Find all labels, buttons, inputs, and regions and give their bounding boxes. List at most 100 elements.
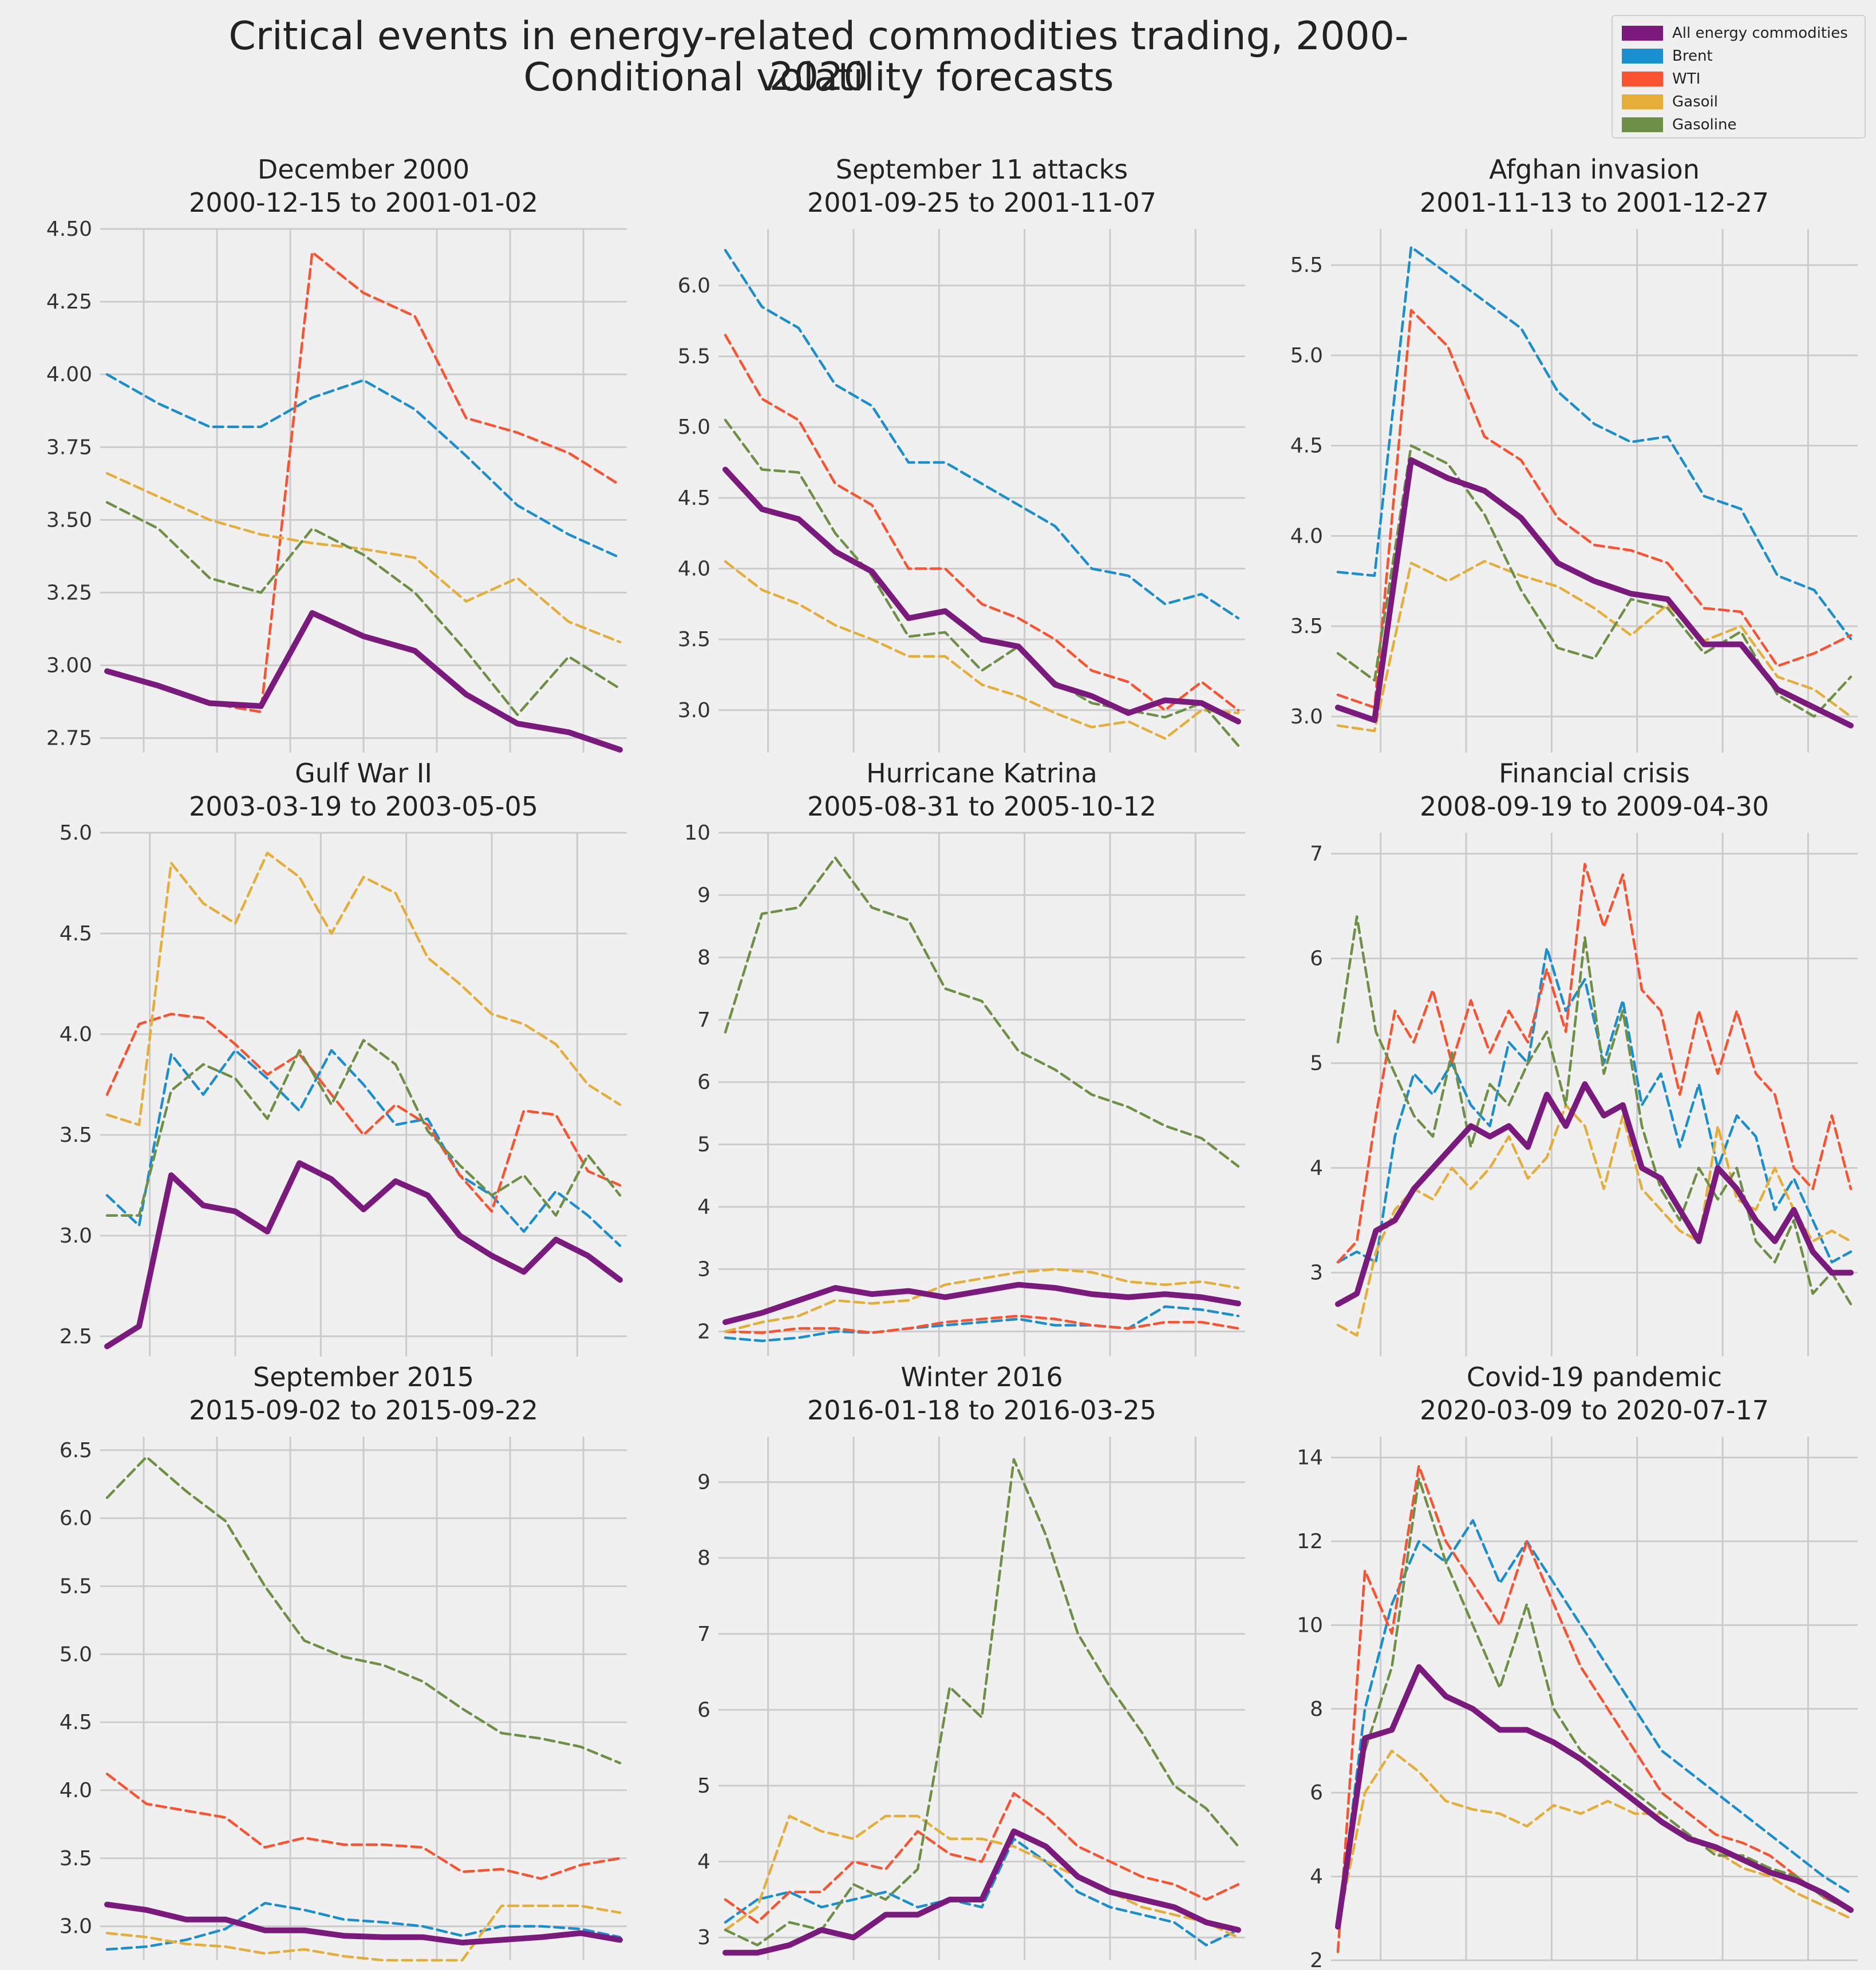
y-tick-label: 9: [697, 884, 710, 907]
panel-subtitle: 2015-09-02 to 2015-09-22: [189, 1395, 538, 1426]
series-line-gasoline: [105, 1039, 622, 1217]
y-tick-label: 4.50: [46, 217, 92, 241]
y-tick-label: 5.0: [1290, 344, 1323, 367]
panel-subtitle: 2001-09-25 to 2001-11-07: [807, 187, 1156, 218]
y-tick-label: 3.25: [46, 581, 92, 604]
y-tick-label: 8: [1310, 1698, 1323, 1721]
y-tick-label: 5.0: [678, 416, 710, 439]
y-tick-label: 3.75: [46, 436, 92, 459]
legend-item-gasoline: Gasoline: [1622, 113, 1736, 136]
y-tick-label: 4: [1310, 1157, 1323, 1180]
y-tick-label: 5: [697, 1133, 710, 1157]
legend-item-brent: Brent: [1622, 45, 1713, 68]
series-line-all-energy-commodities: [722, 1281, 1241, 1326]
panel-subtitle: 2016-01-18 to 2016-03-25: [807, 1395, 1156, 1426]
legend: All energy commodities Brent WTI Gasoil …: [1612, 15, 1866, 139]
y-tick-label: 3.5: [60, 1847, 92, 1870]
series-line-gasoline: [724, 1458, 1240, 1947]
panel-title: Financial crisis: [1499, 758, 1690, 789]
y-tick-label: 3: [697, 1258, 710, 1281]
y-tick-label: 6.0: [678, 274, 710, 298]
y-tick-label: 3.00: [46, 654, 92, 678]
y-tick-label: 4.00: [46, 363, 92, 386]
legend-item-all: All energy commodities: [1622, 22, 1848, 45]
panel-september-11-attacks: 3.0 3.5 4.0 4.5 5.0 5.5 6.0 September 11 attack…: [678, 154, 1245, 753]
legend-item-wti: WTI: [1622, 68, 1700, 90]
legend-swatch-wti: [1622, 72, 1663, 86]
panel-afghan-invasion: 3.0 3.5 4.0 4.5 5.0 5.5 Afghan invasion2001-11…: [1290, 154, 1858, 753]
panel-title: Covid-19 pandemic: [1467, 1362, 1722, 1393]
y-tick-label: 14: [1297, 1446, 1323, 1470]
series-line-all-energy-commodities: [722, 1828, 1241, 1956]
series-line-wti: [724, 334, 1240, 712]
y-tick-label: 5.5: [1290, 254, 1323, 277]
y-tick-label: 4.0: [678, 557, 710, 581]
series-line-wti: [1336, 1464, 1853, 1953]
series-line-wti: [724, 1792, 1240, 1924]
panel-title: Gulf War II: [295, 758, 432, 789]
y-tick-label: 5.5: [60, 1575, 92, 1598]
y-tick-label: 4: [1310, 1865, 1323, 1889]
y-tick-label: 2: [1310, 1949, 1323, 1970]
y-tick-label: 10: [1297, 1613, 1323, 1637]
panel-subtitle: 2000-12-15 to 2001-01-02: [189, 187, 538, 218]
series-line-all-energy-commodities: [104, 1901, 623, 1946]
series-line-gasoil: [105, 472, 622, 644]
y-tick-label: 5.0: [60, 821, 92, 845]
y-tick-label: 6: [697, 1698, 710, 1722]
y-tick-label: 3.5: [60, 1124, 92, 1147]
y-tick-label: 8: [697, 946, 710, 970]
panel-september-2015: 3.0 3.5 4.0 4.5 5.0 5.5 6.0 6.5 September 201520…: [60, 1362, 627, 1962]
series-line-gasoil: [105, 851, 622, 1126]
series-line-gasoil: [724, 1814, 1240, 1939]
series-line-gasoline: [724, 856, 1240, 1168]
legend-item-gasoil: Gasoil: [1622, 90, 1718, 113]
panel-subtitle: 2005-08-31 to 2005-10-12: [807, 791, 1156, 822]
series-line-gasoline: [724, 418, 1240, 747]
series-line-gasoil: [724, 560, 1240, 740]
y-tick-label: 4.5: [60, 922, 92, 946]
y-tick-label: 6: [1310, 947, 1323, 971]
series-line-all-energy-commodities: [1335, 457, 1854, 729]
series-line-brent: [1336, 947, 1853, 1264]
y-tick-label: 4: [697, 1196, 710, 1219]
y-tick-label: 7: [1310, 842, 1323, 866]
legend-label-brent: Brent: [1672, 48, 1713, 65]
legend-swatch-gasoil: [1622, 94, 1663, 109]
series-line-brent: [724, 248, 1240, 620]
panel-subtitle: 2020-03-09 to 2020-07-17: [1420, 1395, 1769, 1426]
panel-gulf-war-ii: 2.5 3.0 3.5 4.0 4.5 5.0 Gulf War II2003-03-19 …: [60, 758, 627, 1356]
panel-title: Winter 2016: [901, 1362, 1063, 1393]
panel-december-2000: 2.75 3.00 3.25 3.50 3.75 4.00 4.25 4.50 December…: [46, 154, 627, 753]
y-tick-label: 3.50: [46, 508, 92, 532]
y-tick-label: 3.5: [678, 628, 710, 651]
series-line-brent: [1336, 1519, 1853, 1928]
y-tick-label: 6: [697, 1071, 710, 1094]
series-line-brent: [724, 1305, 1240, 1343]
y-tick-label: 4.0: [1290, 524, 1323, 548]
y-tick-label: 9: [697, 1471, 710, 1494]
panel-title: December 2000: [258, 154, 469, 185]
y-tick-label: 3.0: [678, 699, 710, 722]
y-tick-label: 5: [697, 1774, 710, 1798]
series-line-gasoil: [1336, 1103, 1853, 1337]
legend-label-all: All energy commodities: [1672, 25, 1848, 42]
y-tick-label: 2.5: [60, 1325, 92, 1348]
y-tick-label: 5.5: [678, 345, 710, 369]
y-tick-label: 3.0: [60, 1915, 92, 1939]
series-line-gasoline: [1336, 915, 1853, 1306]
y-tick-label: 5.0: [60, 1643, 92, 1666]
legend-label-gasoil: Gasoil: [1672, 93, 1718, 110]
y-tick-label: 8: [697, 1546, 710, 1570]
y-tick-label: 3.5: [1290, 615, 1323, 638]
series-line-wti: [105, 1012, 622, 1213]
y-tick-label: 6: [1310, 1781, 1323, 1805]
series-line-all-energy-commodities: [1335, 1081, 1854, 1307]
y-tick-label: 6.0: [60, 1507, 92, 1530]
y-tick-label: 3.0: [60, 1224, 92, 1248]
series-line-all-energy-commodities: [104, 610, 623, 753]
panel-subtitle: 2003-03-19 to 2003-05-05: [189, 791, 538, 822]
